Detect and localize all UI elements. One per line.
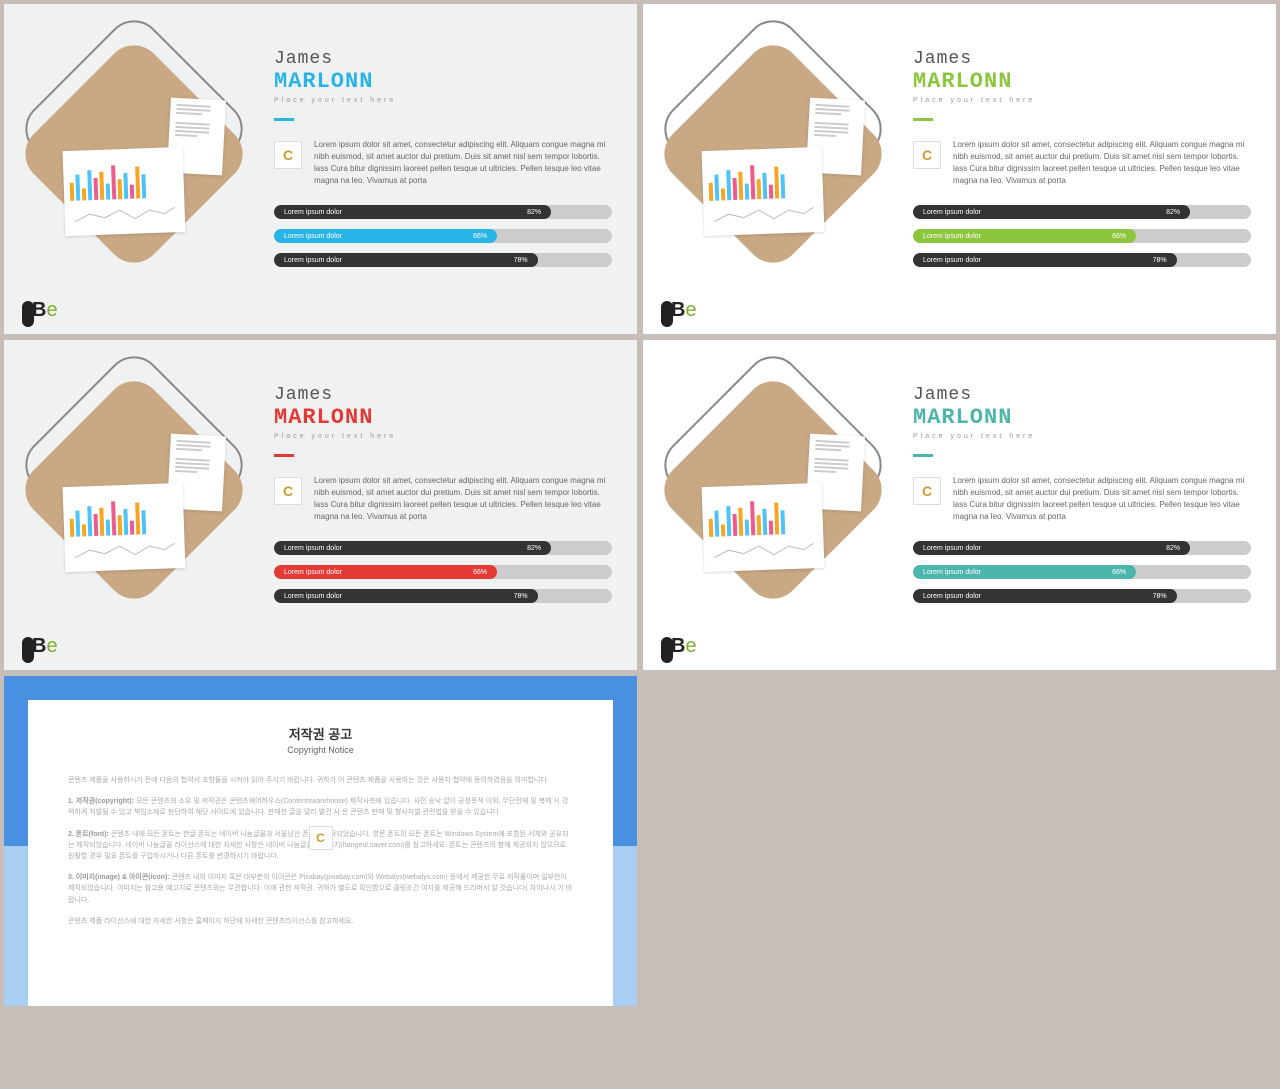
first-name: James (274, 49, 612, 69)
body-text: Lorem ipsum dolor sit amet, consectetur … (314, 475, 612, 523)
progress-bar: Lorem ipsum dolor 66% (913, 565, 1251, 579)
body-text: Lorem ipsum dolor sit amet, consectetur … (953, 475, 1251, 523)
body-text: Lorem ipsum dolor sit amet, consectetur … (953, 139, 1251, 187)
diamond-image (668, 39, 878, 269)
last-name: MARLONN (274, 69, 612, 94)
progress-label: Lorem ipsum dolor (923, 545, 981, 552)
tagline: Place your text here (913, 433, 1251, 440)
progress-bar: Lorem ipsum dolor 66% (913, 229, 1251, 243)
progress-bar: Lorem ipsum dolor 78% (274, 253, 612, 267)
copyright-para: 콘텐츠 제품을 사용하시기 전에 다음의 협약서 조항들을 시켜야 읽어 주시기… (68, 775, 573, 786)
progress-label: Lorem ipsum dolor (923, 257, 981, 264)
c-icon: C (309, 826, 333, 850)
accent-bar (274, 454, 294, 457)
c-icon: C (274, 141, 302, 169)
progress-pct: 66% (473, 233, 487, 240)
progress-pct: 82% (1166, 209, 1180, 216)
first-name: James (913, 49, 1251, 69)
profile-slide: James MARLONN Place your text here C Lor… (4, 340, 637, 670)
be-logo: Be (22, 299, 58, 322)
last-name: MARLONN (913, 405, 1251, 430)
progress-bar: Lorem ipsum dolor 82% (913, 205, 1251, 219)
accent-bar (913, 118, 933, 121)
progress-bar: Lorem ipsum dolor 78% (913, 253, 1251, 267)
progress-bar: Lorem ipsum dolor 82% (274, 541, 612, 555)
empty-slide (643, 676, 1276, 1006)
profile-slide: James MARLONN Place your text here C Lor… (643, 340, 1276, 670)
progress-group: Lorem ipsum dolor 82% Lorem ipsum dolor … (913, 541, 1251, 603)
progress-group: Lorem ipsum dolor 82% Lorem ipsum dolor … (913, 205, 1251, 267)
body-text: Lorem ipsum dolor sit amet, consectetur … (314, 139, 612, 187)
copyright-title: 저작권 공고 (68, 724, 573, 743)
progress-bar: Lorem ipsum dolor 66% (274, 565, 612, 579)
progress-pct: 78% (514, 257, 528, 264)
progress-label: Lorem ipsum dolor (923, 569, 981, 576)
last-name: MARLONN (913, 69, 1251, 94)
progress-bar: Lorem ipsum dolor 78% (274, 589, 612, 603)
tagline: Place your text here (274, 433, 612, 440)
be-logo: Be (661, 299, 697, 322)
c-icon: C (913, 141, 941, 169)
progress-bar: Lorem ipsum dolor 82% (913, 541, 1251, 555)
progress-pct: 78% (514, 593, 528, 600)
progress-label: Lorem ipsum dolor (284, 545, 342, 552)
copyright-para: 콘텐츠 제품 라이선스에 대한 자세한 사항은 홈페이지 하단에 자세한 콘텐츠… (68, 916, 573, 927)
c-icon: C (274, 477, 302, 505)
be-logo: Be (22, 635, 58, 658)
last-name: MARLONN (274, 405, 612, 430)
copyright-para: 1. 저작권(copyright): 모든 콘텐츠의 소유 및 저작권은 콘텐츠… (68, 796, 573, 818)
progress-pct: 66% (1112, 233, 1126, 240)
progress-pct: 82% (527, 545, 541, 552)
profile-slide: James MARLONN Place your text here C Lor… (643, 4, 1276, 334)
profile-slide: James MARLONN Place your text here C Lor… (4, 4, 637, 334)
progress-bar: Lorem ipsum dolor 66% (274, 229, 612, 243)
progress-label: Lorem ipsum dolor (284, 233, 342, 240)
tagline: Place your text here (274, 97, 612, 104)
first-name: James (913, 385, 1251, 405)
accent-bar (913, 454, 933, 457)
diamond-image (29, 39, 239, 269)
progress-label: Lorem ipsum dolor (284, 257, 342, 264)
diamond-image (29, 375, 239, 605)
copyright-para: 3. 이미지(image) & 아이콘(icon): 콘텐츠 내의 이미지 혹은… (68, 872, 573, 906)
progress-pct: 78% (1153, 257, 1167, 264)
progress-pct: 82% (527, 209, 541, 216)
accent-bar (274, 118, 294, 121)
progress-group: Lorem ipsum dolor 82% Lorem ipsum dolor … (274, 541, 612, 603)
progress-pct: 66% (473, 569, 487, 576)
progress-label: Lorem ipsum dolor (923, 209, 981, 216)
progress-label: Lorem ipsum dolor (284, 209, 342, 216)
c-icon: C (913, 477, 941, 505)
progress-label: Lorem ipsum dolor (923, 233, 981, 240)
progress-pct: 78% (1153, 593, 1167, 600)
be-logo: Be (661, 635, 697, 658)
tagline: Place your text here (913, 97, 1251, 104)
progress-bar: Lorem ipsum dolor 82% (274, 205, 612, 219)
progress-group: Lorem ipsum dolor 82% Lorem ipsum dolor … (274, 205, 612, 267)
diamond-image (668, 375, 878, 605)
copyright-subtitle: Copyright Notice (68, 745, 573, 755)
progress-label: Lorem ipsum dolor (923, 593, 981, 600)
progress-pct: 82% (1166, 545, 1180, 552)
first-name: James (274, 385, 612, 405)
progress-pct: 66% (1112, 569, 1126, 576)
progress-bar: Lorem ipsum dolor 78% (913, 589, 1251, 603)
progress-label: Lorem ipsum dolor (284, 593, 342, 600)
copyright-slide: 저작권 공고 Copyright Notice 콘텐츠 제품을 사용하시기 전에… (4, 676, 637, 1006)
progress-label: Lorem ipsum dolor (284, 569, 342, 576)
